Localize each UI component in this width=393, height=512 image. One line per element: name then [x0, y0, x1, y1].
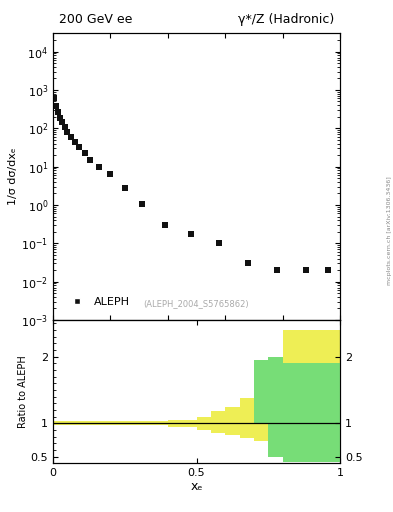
- Bar: [82, 421, 96, 425]
- Bar: [283, 330, 297, 462]
- Point: [61, 122, 68, 131]
- Bar: [325, 364, 340, 462]
- Point: [187, 230, 194, 239]
- Y-axis label: 1/σ dσ/dxₑ: 1/σ dσ/dxₑ: [8, 148, 18, 205]
- Bar: [283, 364, 297, 462]
- Bar: [297, 364, 311, 462]
- Text: (ALEPH_2004_S5765862): (ALEPH_2004_S5765862): [144, 300, 249, 309]
- Bar: [297, 330, 311, 462]
- Point: [96, 163, 102, 172]
- Bar: [240, 398, 254, 438]
- Bar: [153, 421, 168, 425]
- Bar: [53, 421, 68, 425]
- Bar: [325, 330, 340, 462]
- Text: mcplots.cern.ch [arXiv:1306.3436]: mcplots.cern.ch [arXiv:1306.3436]: [387, 176, 392, 285]
- Point: [302, 266, 309, 274]
- Bar: [196, 417, 211, 430]
- Point: [216, 239, 222, 247]
- Point: [245, 259, 251, 267]
- Bar: [139, 421, 153, 425]
- Point: [274, 266, 280, 274]
- Point: [122, 184, 128, 192]
- Point: [55, 108, 61, 116]
- Point: [325, 266, 332, 274]
- Bar: [311, 364, 326, 462]
- Bar: [110, 421, 125, 425]
- Point: [76, 143, 82, 152]
- Point: [57, 114, 63, 122]
- Point: [53, 102, 60, 110]
- Y-axis label: Ratio to ALEPH: Ratio to ALEPH: [18, 355, 28, 428]
- Bar: [168, 420, 182, 426]
- Text: 200 GeV ee: 200 GeV ee: [59, 13, 132, 26]
- Point: [51, 94, 58, 102]
- Point: [162, 221, 168, 229]
- Bar: [68, 421, 82, 425]
- Bar: [268, 383, 283, 449]
- Point: [68, 133, 74, 141]
- Bar: [254, 391, 268, 441]
- Text: γ*/Z (Hadronic): γ*/Z (Hadronic): [238, 13, 334, 26]
- Point: [64, 127, 71, 136]
- Bar: [211, 411, 225, 433]
- Point: [107, 169, 114, 178]
- Point: [72, 138, 78, 146]
- Bar: [311, 330, 326, 462]
- Bar: [254, 360, 268, 423]
- X-axis label: xₑ: xₑ: [190, 480, 203, 493]
- Point: [87, 156, 94, 164]
- Bar: [225, 407, 240, 435]
- Point: [81, 150, 88, 158]
- Legend: ALEPH: ALEPH: [62, 292, 135, 311]
- Bar: [125, 421, 139, 425]
- Bar: [182, 420, 196, 426]
- Bar: [96, 421, 110, 425]
- Bar: [268, 357, 283, 457]
- Point: [59, 118, 65, 126]
- Point: [139, 200, 145, 208]
